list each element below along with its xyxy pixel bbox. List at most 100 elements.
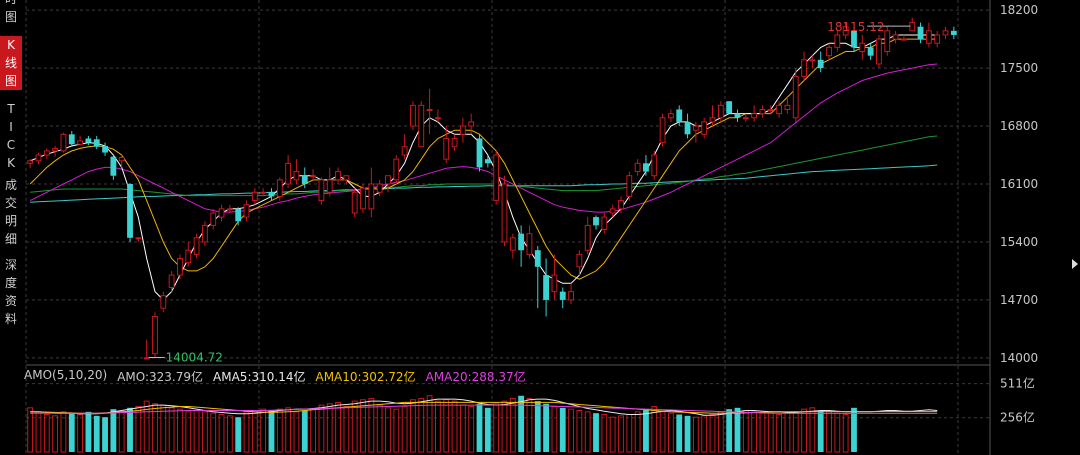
- volume-bar: [410, 399, 416, 453]
- candle-body: [884, 30, 891, 53]
- volume-bar: [360, 399, 366, 453]
- candle-body: [626, 175, 633, 197]
- volume-bar: [143, 400, 150, 453]
- tab-char: 图: [4, 74, 17, 88]
- volume-bar: [43, 414, 50, 453]
- candle-body: [152, 315, 158, 355]
- candle-body: [443, 137, 450, 160]
- volume-bar: [168, 407, 175, 453]
- candle-body: [459, 125, 466, 135]
- candle-body: [692, 125, 699, 131]
- amo-legend-item: AMA10:302.72亿: [315, 370, 416, 384]
- candle-body: [68, 134, 75, 145]
- low-label: 14004.72: [166, 350, 223, 364]
- candle-body: [118, 157, 125, 162]
- candle-body: [767, 108, 774, 111]
- tab-0[interactable]: 时图: [0, 0, 22, 26]
- candle-body: [426, 108, 433, 111]
- candle-body: [742, 117, 749, 120]
- volume-bar: [210, 412, 217, 453]
- candle-body: [717, 104, 724, 119]
- volume-tick-label: 256亿: [1000, 410, 1035, 425]
- candle-body: [260, 191, 267, 194]
- candle-body: [127, 184, 133, 238]
- ma120-line: [30, 164, 938, 203]
- volume-tick-label: 511亿: [1000, 376, 1035, 391]
- volume-bar: [776, 414, 783, 453]
- volume-bar: [243, 411, 250, 453]
- candle-body: [418, 104, 425, 148]
- candle-body: [484, 159, 491, 164]
- volume-bar: [593, 413, 599, 452]
- volume-bar: [667, 412, 674, 453]
- candle-body: [493, 154, 500, 202]
- volume-bar: [401, 405, 408, 453]
- candle-body: [776, 104, 783, 115]
- volume-bar: [576, 409, 583, 453]
- candle-body: [360, 187, 366, 210]
- tab-4[interactable]: 深度资料: [0, 256, 22, 328]
- price-tick-label: 14700: [1000, 293, 1038, 307]
- volume-bar: [701, 415, 708, 453]
- tab-3[interactable]: 成交明细: [0, 176, 22, 248]
- amo-legend: AMO(5,10,20) AMO:323.79亿 AMA5:310.14亿 AMA10…: [24, 368, 526, 384]
- candle-body: [867, 47, 874, 56]
- candle-body: [859, 42, 866, 53]
- ma60-line: [30, 135, 938, 197]
- volume-bar: [235, 417, 242, 452]
- candle-body: [35, 154, 42, 162]
- volume-bar: [559, 407, 566, 452]
- candle-body: [27, 160, 34, 164]
- candle-body: [335, 171, 341, 181]
- volume-bar: [726, 409, 733, 452]
- volume-bar: [434, 400, 441, 453]
- candle-body: [310, 175, 317, 178]
- candle-body: [618, 200, 624, 210]
- volume-bar: [152, 403, 158, 453]
- candle-body: [651, 154, 658, 177]
- candle-body: [751, 113, 758, 119]
- candle-body: [709, 117, 716, 123]
- price-tick-label: 16100: [1000, 177, 1038, 191]
- tab-char: 细: [4, 232, 17, 246]
- candle-body: [301, 175, 308, 184]
- volume-bar: [659, 411, 666, 453]
- expand-arrow-icon[interactable]: [1072, 259, 1078, 269]
- volume-bar: [27, 407, 34, 453]
- candle-body: [226, 208, 233, 211]
- amo-legend-item: AMA5:310.14亿: [213, 370, 306, 384]
- candle-body: [950, 30, 957, 35]
- volume-bar: [77, 414, 84, 453]
- volume-bar: [376, 404, 383, 453]
- candle-body: [609, 208, 616, 214]
- candle-body: [851, 30, 857, 48]
- volume-bar: [618, 415, 624, 453]
- volume-bar: [343, 405, 350, 453]
- candle-body: [218, 208, 225, 218]
- candle-body: [534, 250, 541, 267]
- volume-bar: [385, 407, 391, 453]
- candle-body: [243, 204, 250, 218]
- volume-bar: [709, 414, 716, 453]
- candle-body: [601, 216, 608, 231]
- candle-body: [734, 113, 741, 118]
- candle-body: [584, 224, 591, 251]
- tab-char: 成: [4, 178, 17, 192]
- tab-char: C: [6, 138, 16, 152]
- candle-body: [501, 183, 508, 243]
- sidebar: 时图K线图TICK成交明细深度资料: [0, 0, 23, 455]
- tab-char: 深: [4, 258, 17, 272]
- amo-legend-item: AMO(5,10,20): [24, 368, 108, 382]
- volume-bar: [842, 414, 849, 453]
- candle-body: [817, 59, 824, 69]
- tab-char: K: [7, 156, 15, 170]
- volume-bar: [301, 410, 308, 452]
- candle-body: [634, 162, 641, 173]
- candle-body: [168, 274, 175, 288]
- amo-legend-item: AMA20:288.37亿: [425, 370, 526, 384]
- candle-body: [792, 75, 799, 119]
- tab-char: 线: [4, 56, 17, 70]
- tab-char: 明: [4, 214, 17, 228]
